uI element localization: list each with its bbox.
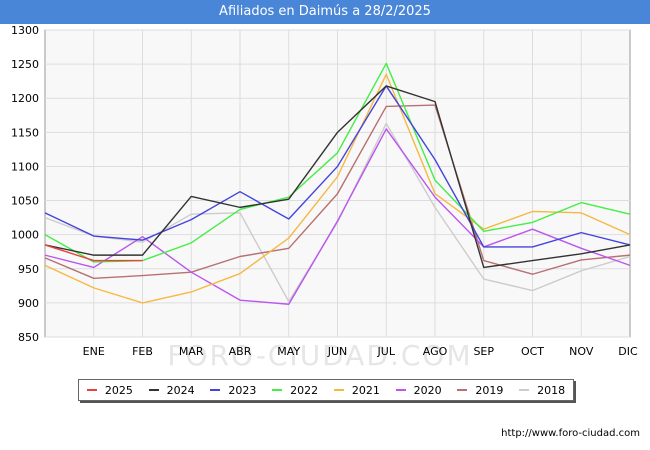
series-layer <box>44 62 631 305</box>
y-tick-label: 1000 <box>11 229 39 242</box>
watermark: FORO-CIUDAD.COM <box>167 339 472 372</box>
y-tick-label: 1200 <box>11 92 39 105</box>
chart-title: Afiliados en Daimús a 28/2/2025 <box>0 0 650 24</box>
series-line-2023 <box>44 85 631 248</box>
legend-item-2022: 2022 <box>272 384 318 397</box>
x-tick-label-oct: OCT <box>521 345 544 358</box>
legend-label: 2024 <box>166 383 195 397</box>
y-tick-label: 1300 <box>11 24 39 37</box>
legend-swatch <box>210 389 221 391</box>
legend-label: 2025 <box>104 383 133 397</box>
y-tick-label: 1150 <box>11 126 39 139</box>
source-url: http://www.foro-ciudad.com <box>501 428 640 439</box>
series-line-2021 <box>44 73 631 304</box>
legend-item-2025: 2025 <box>86 383 133 397</box>
legend-swatch <box>148 389 159 391</box>
series-line-2020 <box>44 128 631 305</box>
x-tick-label-dic: DIC <box>618 345 638 358</box>
series-line-2019 <box>44 104 631 280</box>
legend-item-2021: 2021 <box>333 383 380 397</box>
legend-label: 2021 <box>351 383 380 397</box>
y-tick-label: 1100 <box>11 160 39 173</box>
y-tick-label: 850 <box>18 331 39 344</box>
y-tick-label: 1250 <box>11 58 39 71</box>
series-line-2024 <box>44 85 631 269</box>
x-tick-label-may: MAY <box>277 345 300 358</box>
legend-swatch <box>457 389 468 391</box>
x-tick-label-jul: JUL <box>377 345 396 358</box>
legend: 2025 2024 2023 2022 2021 2020 2019 2018 <box>78 379 574 401</box>
legend-item-2018: 2018 <box>519 384 565 397</box>
legend-label: 2022 <box>290 383 319 397</box>
x-tick-label-ene: ENE <box>83 345 105 358</box>
y-tick-label: 900 <box>18 297 39 310</box>
y-tick-label: 1050 <box>11 195 39 208</box>
legend-swatch <box>333 389 344 391</box>
legend-swatch <box>272 389 283 391</box>
x-tick-label-ago: AGO <box>423 345 448 358</box>
x-tick-label-sep: SEP <box>473 345 494 358</box>
y-tick-label: 950 <box>18 263 39 276</box>
x-axis: ENE FEB MAR ABR MAY JUN JUL AGO SEP OCT NOV DIC <box>83 345 638 358</box>
series-line-2025 <box>44 244 143 262</box>
legend-swatch <box>519 389 530 391</box>
x-tick-label-nov: NOV <box>569 345 594 358</box>
legend-swatch <box>395 389 406 391</box>
x-tick-label-jun: JUN <box>327 345 348 358</box>
legend-swatch <box>86 389 97 391</box>
legend-label: 2020 <box>413 383 442 397</box>
x-tick-label-abr: ABR <box>229 345 252 358</box>
x-tick-label-mar: MAR <box>179 345 204 358</box>
legend-item-2020: 2020 <box>395 383 442 397</box>
legend-item-2024: 2024 <box>148 383 195 397</box>
y-axis: 850 900 950 1000 1050 1100 1150 1200 1250 1300 <box>11 24 39 344</box>
legend-label: 2023 <box>228 383 257 397</box>
legend-item-2023: 2023 <box>210 384 256 397</box>
legend-item-2019: 2019 <box>457 384 503 397</box>
legend-label: 2018 <box>537 383 566 397</box>
x-tick-label-feb: FEB <box>132 345 153 358</box>
legend-label: 2019 <box>475 383 504 397</box>
